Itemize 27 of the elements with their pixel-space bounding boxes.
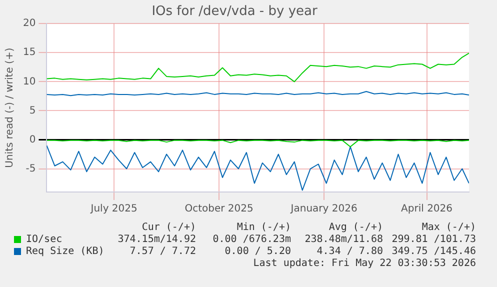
chart-title: IOs for /dev/vda - by year <box>152 4 318 20</box>
text: 7.57 / 7.72 <box>130 246 196 257</box>
y-tick-label: 15 <box>22 47 36 58</box>
text: 374.15m/14.92 <box>118 234 196 245</box>
text: 0.00 / 5.20 <box>224 246 291 257</box>
y-tick-label: 20 <box>22 18 36 30</box>
x-tick-label: October 2025 <box>184 204 254 215</box>
x-tick-label: January 2026 <box>290 204 358 215</box>
x-tick-label: April 2026 <box>401 204 453 215</box>
y-tick-label: 5 <box>29 105 36 116</box>
text: 4.34 / 7.80 <box>316 246 383 257</box>
text: 349.75 /145.46 <box>392 246 476 257</box>
y-tick-label: 0 <box>29 134 36 146</box>
text: 0.00 /676.23m <box>212 234 291 245</box>
text: Last update: Fri May 22 03:30:53 2026 <box>253 258 476 269</box>
text: Avg (-/+) <box>328 222 383 233</box>
y-tick-label: 10 <box>22 76 36 88</box>
legend-label: Req Size (KB) <box>26 246 104 257</box>
text: Min (-/+) <box>236 222 291 233</box>
y-axis-title: Units read (-) / write (+) <box>4 48 16 168</box>
x-tick-label: July 2025 <box>90 204 138 215</box>
text: 299.81 /101.73 <box>392 234 476 245</box>
text: Max (-/+) <box>422 222 476 233</box>
text: Cur (-/+) <box>142 222 196 233</box>
text: 238.48m/11.68 <box>304 234 383 245</box>
y-tick-label: -5 <box>26 163 36 174</box>
legend-label: IO/sec <box>26 234 62 245</box>
